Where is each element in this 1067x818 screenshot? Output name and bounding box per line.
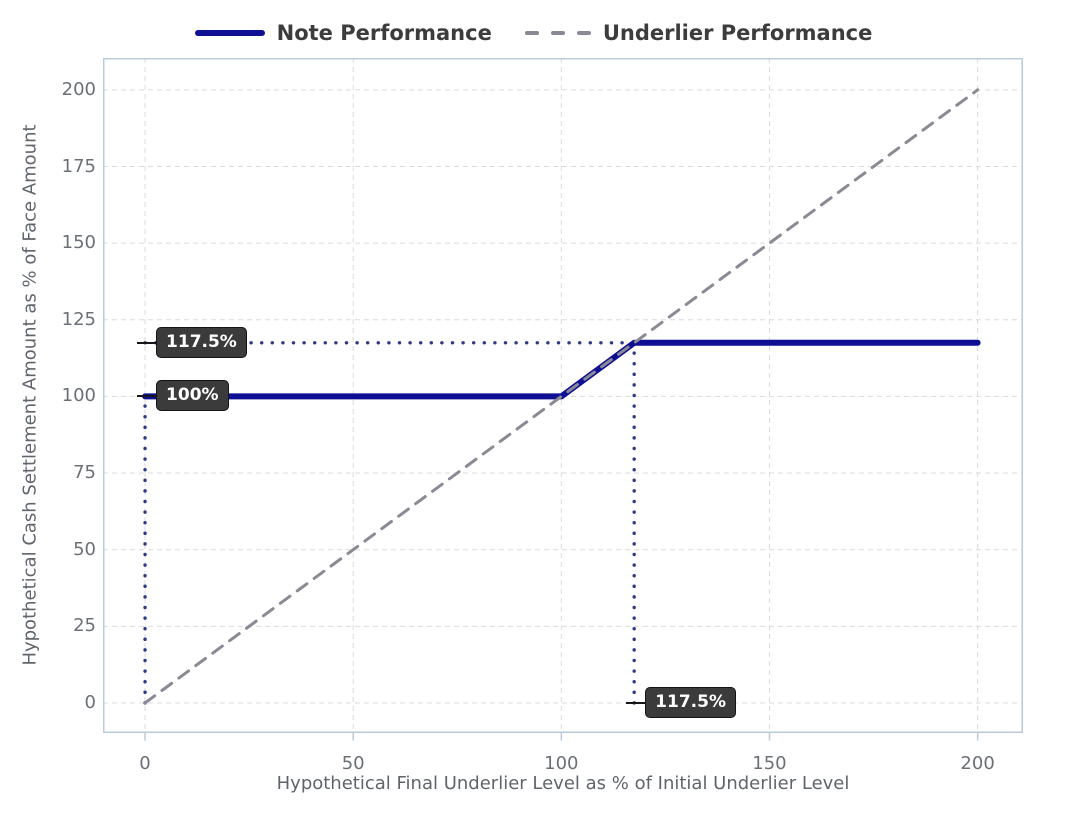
legend-label-underlier-performance: Underlier Performance: [602, 21, 873, 45]
plot-area: [103, 58, 1023, 741]
y-tick-label: 100: [61, 385, 96, 407]
annotation-connector: [626, 701, 646, 704]
x-tick-label: 50: [341, 753, 365, 774]
y-tick-label: 25: [73, 615, 96, 637]
legend-item-note-performance[interactable]: Note Performance: [194, 21, 492, 45]
y-tick-label: 150: [61, 232, 96, 254]
x-tick-label: 100: [544, 753, 579, 774]
series-note-performance: [142, 339, 981, 400]
annotation-connector: [137, 341, 157, 344]
series-underlier-performance: [143, 88, 980, 705]
x-tick-label: 0: [139, 753, 151, 774]
x-tick-label: 150: [752, 753, 787, 774]
annotation-label: 117.5%: [645, 686, 736, 718]
annotation-label: 117.5%: [156, 326, 247, 358]
y-tick-label: 200: [61, 78, 96, 100]
y-tick-label: 125: [61, 308, 96, 330]
legend: Note Performance Underlier Performance: [0, 16, 1067, 50]
y-tick-label: 75: [73, 462, 96, 484]
y-tick-label: 0: [84, 691, 96, 713]
y-tick-label: 175: [61, 155, 96, 177]
y-tick-label: 50: [73, 538, 96, 560]
legend-label-note-performance: Note Performance: [276, 21, 492, 45]
x-tick-label: 200: [960, 753, 995, 774]
x-axis-title: Hypothetical Final Underlier Level as % …: [276, 773, 850, 794]
plot-border: [103, 58, 1023, 733]
legend-item-underlier-performance[interactable]: Underlier Performance: [524, 21, 873, 45]
note-line-swatch-icon: [194, 30, 265, 36]
annotation-label: 100%: [156, 380, 229, 412]
underlier-dash-swatch-icon: [524, 31, 591, 35]
annotation-connector: [137, 395, 157, 398]
